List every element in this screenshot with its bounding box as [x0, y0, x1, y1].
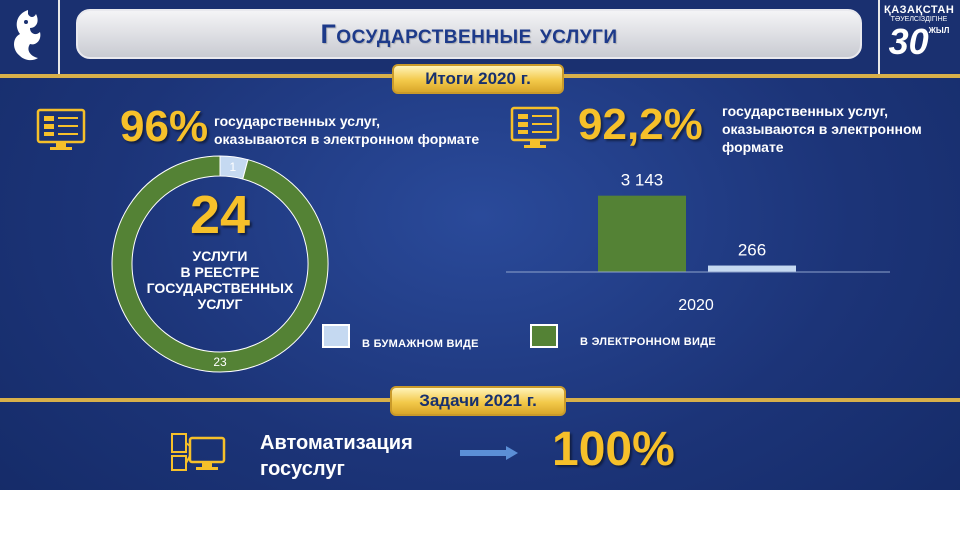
right-percent: 92,2% — [578, 100, 703, 149]
center-caption-line4: УСЛУГ — [197, 296, 243, 312]
header-divider-left — [58, 0, 60, 76]
center-caption-line3: ГОСУДАРСТВЕННЫХ — [146, 280, 294, 296]
task-line1: Автоматизация — [260, 432, 413, 454]
bar-paper-label: 266 — [738, 241, 766, 260]
footer-row — [0, 506, 960, 522]
right-description: государственных услуг, оказываются в эле… — [722, 102, 922, 156]
footer-row — [0, 490, 960, 506]
page-title: Государственные услуги — [320, 18, 618, 49]
donut-slice-electronic-label: 23 — [213, 355, 227, 369]
title-box: Государственные услуги — [76, 9, 862, 59]
donut-slice-electronic — [111, 155, 329, 373]
logo-country: ҚАЗАҚСТАН — [884, 4, 955, 16]
center-caption-line1: УСЛУГИ — [192, 248, 248, 264]
logo-suffix: ЖЫЛ — [928, 26, 950, 35]
monitor-icon-right — [510, 106, 560, 148]
logo-number: 30 — [888, 21, 929, 62]
task-percent: 100% — [552, 423, 675, 476]
bar-electronic — [598, 195, 686, 272]
tasks-badge: Задачи 2021 г. — [390, 386, 566, 416]
donut-slice-paper-label: 1 — [229, 160, 236, 174]
automation-icon — [171, 433, 226, 471]
logo-subtitle: ТӘУЕЛСІЗДІГІНЕ — [890, 16, 948, 23]
left-description-line2: оказываются в электронном формате — [214, 131, 480, 147]
header-divider-right — [878, 0, 880, 76]
left-description: государственных услуг, оказываются в эле… — [214, 112, 479, 148]
donut-chart: 1 23 — [111, 155, 329, 373]
monitor-icon — [36, 108, 86, 150]
results-badge: Итоги 2020 г. — [392, 64, 564, 94]
bar-category-label: 2020 — [678, 297, 714, 314]
legend-swatch-electronic — [530, 324, 558, 348]
right-description-line1: государственных услуг, — [722, 103, 889, 119]
task-line2: госуслуг — [260, 458, 345, 480]
left-percent: 96% — [120, 102, 209, 151]
footer-strip — [0, 490, 960, 540]
legend-label-paper: В БУМАЖНОМ ВИДЕ — [362, 338, 479, 350]
task-description: Автоматизация госуслуг — [260, 430, 413, 482]
emblem-logo — [14, 10, 41, 61]
right-description-line2: оказываются в электронном — [722, 121, 922, 137]
right-description-line3: формате — [722, 139, 784, 155]
center-number: 24 — [189, 185, 251, 245]
center-caption-line2: В РЕЕСТРЕ — [180, 264, 260, 280]
bar-paper — [708, 265, 796, 272]
bar-chart: 3 143 266 2020 — [506, 171, 890, 314]
center-caption: УСЛУГИ В РЕЕСТРЕ ГОСУДАРСТВЕННЫХ УСЛУГ — [130, 248, 310, 312]
arrow-right-icon — [460, 446, 518, 460]
left-description-line1: государственных услуг, — [214, 113, 381, 129]
footer-row — [0, 522, 960, 538]
legend-label-electronic: В ЭЛЕКТРОННОМ ВИДЕ — [580, 336, 717, 348]
legend-swatch-paper — [322, 324, 350, 348]
bar-electronic-label: 3 143 — [621, 171, 664, 190]
independence-30-logo: ҚАЗАҚСТАН ТӘУЕЛСІЗДІГІНЕ 30 ЖЫЛ — [884, 4, 954, 74]
